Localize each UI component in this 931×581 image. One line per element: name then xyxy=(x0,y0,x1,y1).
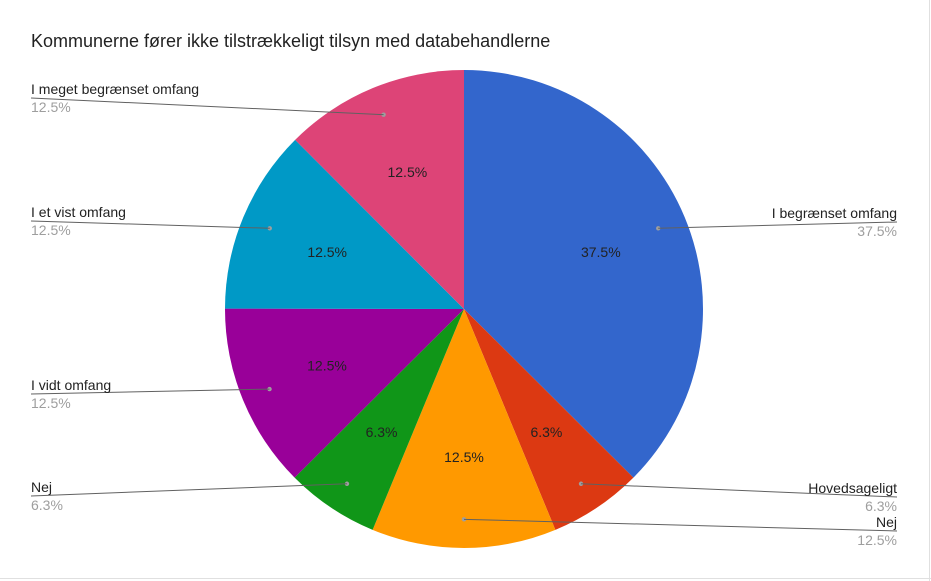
pie-slice xyxy=(464,309,634,530)
callout-category-label: Hovedsageligt xyxy=(808,480,897,496)
pie-slice xyxy=(372,309,556,548)
callout-category-label: Nej xyxy=(31,479,52,495)
slice-value-label: 12.5% xyxy=(307,357,347,373)
slice-value-label: 12.5% xyxy=(444,449,484,465)
pie-slice xyxy=(225,139,464,309)
callout-category-label: I vidt omfang xyxy=(31,377,111,393)
chart-title: Kommunerne fører ikke tilstrækkeligt til… xyxy=(31,31,551,51)
slice-value-label: 6.3% xyxy=(366,424,398,440)
callout-category-label: I begrænset omfang xyxy=(772,205,897,221)
callout-line xyxy=(30,220,270,229)
callout-percent-label: 37.5% xyxy=(857,223,897,239)
pie-slice xyxy=(295,70,464,309)
callout-percent-label: 12.5% xyxy=(857,532,897,548)
callout-line xyxy=(30,483,348,497)
callout-percent-label: 6.3% xyxy=(31,497,63,513)
pie-slice xyxy=(464,70,703,478)
callout-line xyxy=(463,518,898,532)
slice-value-label: 12.5% xyxy=(387,164,427,180)
callout-category-label: I et vist omfang xyxy=(31,204,126,220)
slice-value-label: 37.5% xyxy=(581,244,621,260)
callout-percent-label: 12.5% xyxy=(31,222,71,238)
callout-percent-label: 6.3% xyxy=(865,498,897,514)
callout-line xyxy=(580,483,898,498)
slice-value-label: 12.5% xyxy=(307,244,347,260)
pie-slice xyxy=(225,308,464,478)
callout-line xyxy=(658,221,898,229)
callout-line xyxy=(30,388,270,395)
callout-category-label: I meget begrænset omfang xyxy=(31,81,199,97)
callout-line xyxy=(30,97,384,116)
callout-percent-label: 12.5% xyxy=(31,99,71,115)
pie-slice xyxy=(294,309,464,530)
slice-value-label: 6.3% xyxy=(530,424,562,440)
callout-percent-label: 12.5% xyxy=(31,395,71,411)
callout-category-label: Nej xyxy=(876,514,897,530)
